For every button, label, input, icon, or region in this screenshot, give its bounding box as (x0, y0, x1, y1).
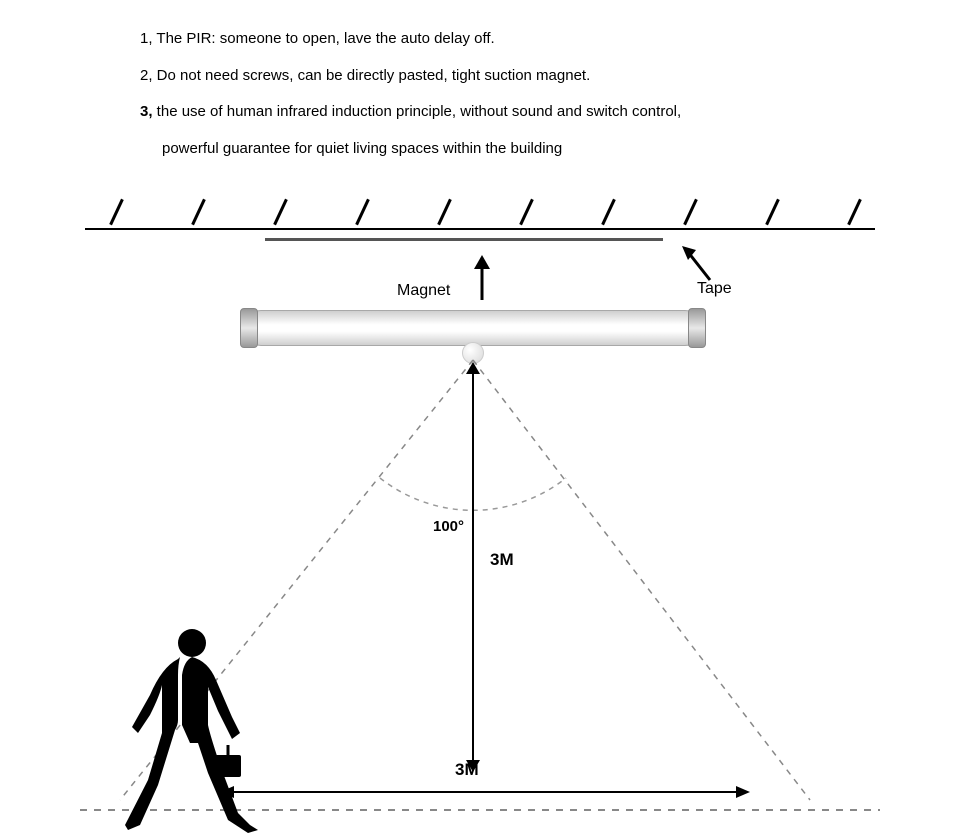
vertical-distance-line (472, 365, 474, 765)
vertical-distance-label: 3M (490, 550, 514, 570)
text-2: Do not need screws, can be directly past… (153, 67, 591, 84)
instruction-line-3b: powerful guarantee for quiet living spac… (162, 138, 860, 161)
num-3: 3, (140, 103, 153, 120)
horizontal-distance-label: 3M (455, 760, 479, 780)
hatch-mark (355, 199, 370, 226)
light-cap-right (688, 308, 706, 348)
light-bar (243, 310, 703, 346)
person-silhouette-icon (120, 625, 270, 835)
magnet-up-arrow-icon (472, 255, 492, 300)
instruction-line-2: 2, Do not need screws, can be directly p… (140, 65, 860, 88)
hatch-mark (109, 199, 124, 226)
instruction-line-3a: 3, the use of human infrared induction p… (140, 101, 860, 124)
instruction-text-block: 1, The PIR: someone to open, lave the au… (140, 28, 860, 174)
ceiling-hatching (85, 198, 875, 228)
text-3a: the use of human infrared induction prin… (153, 103, 682, 120)
num-2: 2, (140, 67, 153, 84)
ceiling-line (85, 228, 875, 230)
tape-arrow-icon (680, 244, 720, 284)
num-1: 1, (140, 30, 153, 47)
hatch-mark (437, 199, 452, 226)
angle-label: 100° (433, 518, 464, 535)
text-1: The PIR: someone to open, lave the auto … (153, 30, 495, 47)
hatch-mark (601, 199, 616, 226)
hatch-mark (273, 199, 288, 226)
light-cap-left (240, 308, 258, 348)
text-3b: powerful guarantee for quiet living spac… (162, 140, 562, 157)
hatch-mark (519, 199, 534, 226)
hatch-mark (191, 199, 206, 226)
hatch-mark (765, 199, 780, 226)
magnet-label: Magnet (397, 282, 450, 300)
instruction-line-1: 1, The PIR: someone to open, lave the au… (140, 28, 860, 51)
hatch-mark (683, 199, 698, 226)
horizontal-distance-line (220, 782, 750, 802)
tape-strip (265, 238, 663, 241)
arrow-up-icon (466, 362, 480, 376)
diagram-container: Magnet Tape 100° 3M 3M (0, 190, 960, 838)
hatch-mark (847, 199, 862, 226)
